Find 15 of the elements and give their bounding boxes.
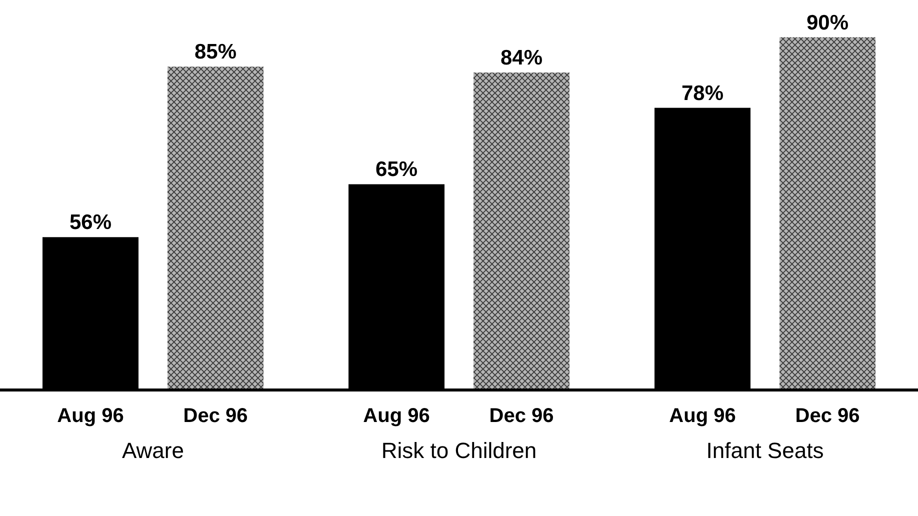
series-label: Aug 96 <box>57 405 124 427</box>
text: Aug 96 <box>669 405 736 427</box>
data-label: 65% <box>375 158 418 182</box>
x-tick-label: Risk to Children <box>381 438 537 463</box>
data-label: 85% <box>194 40 237 64</box>
text: Dec 96 <box>795 405 860 427</box>
data-label: 56% <box>69 211 112 234</box>
series-label: Dec 96 <box>183 405 248 427</box>
data-label: 84% <box>500 46 543 70</box>
data-label: 78% <box>681 82 724 105</box>
data-label: 90% <box>806 11 849 34</box>
x-tick-label: Aware <box>122 438 184 463</box>
x-tick-label: Infant Seats <box>706 438 824 463</box>
text: Dec 96 <box>489 405 554 427</box>
text: Aug 96 <box>363 405 430 427</box>
